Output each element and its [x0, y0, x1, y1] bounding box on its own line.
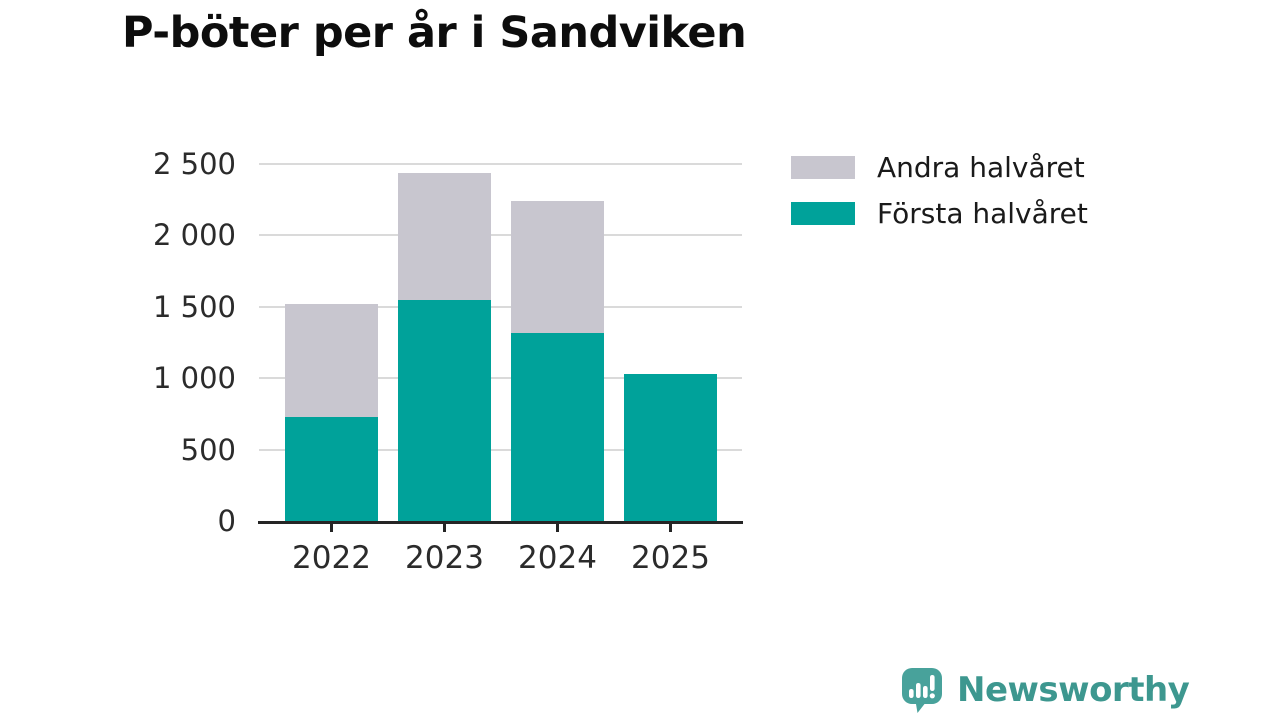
bar-2024-first-half: [511, 332, 604, 521]
legend: Andra halvåret Första halvåret: [791, 151, 1088, 248]
x-tick-2023: [443, 522, 446, 532]
x-tick-label-2022: 2022: [292, 540, 371, 576]
x-tick-label-2025: 2025: [631, 540, 710, 576]
gridline-500: [259, 448, 742, 451]
bar-2025-first-half: [624, 373, 717, 521]
x-tick-2025: [669, 522, 672, 532]
legend-swatch-andra-halvaret: [791, 156, 855, 179]
y-tick-label-2500: 2 500: [152, 147, 236, 181]
brand-name: Newsworthy: [957, 670, 1190, 710]
x-tick-label-2024: 2024: [518, 540, 597, 576]
x-tick-2024: [556, 522, 559, 532]
legend-swatch-forsta-halvaret: [791, 202, 855, 225]
gridline-2000: [259, 234, 742, 237]
y-tick-label-1000: 1 000: [152, 361, 236, 396]
legend-label-andra-halvaret: Andra halvåret: [877, 151, 1085, 184]
speech-bubble-bar-chart-icon: [902, 668, 942, 713]
x-axis-line: [258, 521, 743, 524]
x-tick-2022: [330, 522, 333, 532]
legend-label-forsta-halvaret: Första halvåret: [877, 197, 1088, 230]
y-tick-label-1500: 1 500: [152, 289, 236, 324]
plot-area: [258, 163, 743, 524]
bar-2024-second-half: [511, 201, 604, 333]
x-tick-label-2023: 2023: [405, 540, 484, 576]
bar-2023-second-half: [398, 172, 491, 300]
y-tick-label-0: 0: [217, 504, 236, 538]
gridline-1500: [259, 305, 742, 308]
gridline-2500: [259, 163, 742, 165]
legend-item-andra-halvaret: Andra halvåret: [791, 151, 1088, 184]
brand-footer: Newsworthy: [898, 666, 1190, 714]
legend-item-forsta-halvaret: Första halvåret: [791, 197, 1088, 230]
bar-2023-first-half: [398, 299, 491, 521]
chart-title: P-böter per år i Sandviken: [122, 8, 747, 58]
bar-2022-second-half: [285, 303, 378, 417]
y-tick-label-2000: 2 000: [152, 218, 236, 253]
gridline-1000: [259, 377, 742, 380]
y-tick-label-500: 500: [180, 432, 236, 467]
bar-2022-first-half: [285, 416, 378, 521]
